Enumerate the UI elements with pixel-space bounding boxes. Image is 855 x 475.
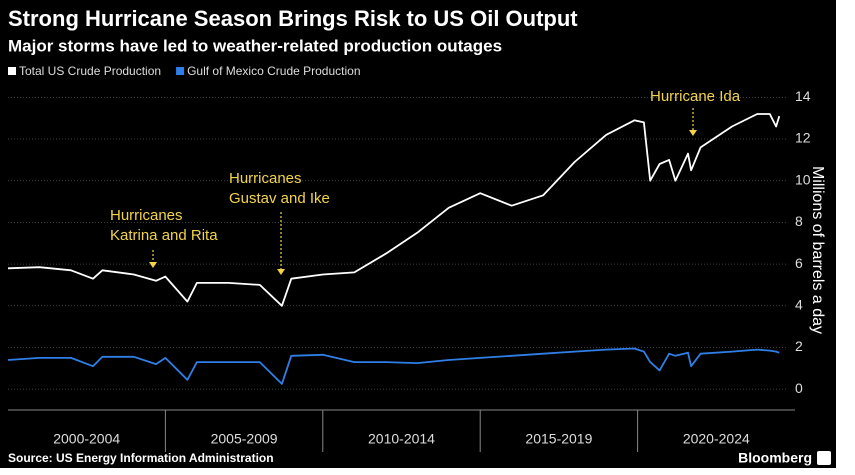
background — [0, 0, 836, 468]
legend-label: Gulf of Mexico Crude Production — [187, 64, 360, 78]
annotation: Hurricanes — [110, 207, 183, 224]
legend-label: Total US Crude Production — [19, 64, 161, 78]
x-period-label: 2010-2014 — [368, 431, 435, 447]
source: Source: US Energy Information Administra… — [8, 451, 274, 465]
brand: Bloomberg — [738, 450, 812, 466]
annotation: Hurricanes — [229, 170, 302, 187]
annotation-arrowhead — [689, 130, 697, 136]
y-tick-label: 8 — [795, 213, 803, 229]
annotation: Katrina and Rita — [110, 227, 218, 244]
annotation-arrowhead — [277, 269, 285, 275]
brand-icon — [817, 451, 831, 465]
chart-subtitle: Major storms have led to weather-related… — [8, 36, 502, 55]
legend-swatch — [8, 67, 16, 75]
y-tick-label: 2 — [795, 338, 803, 354]
y-tick-label: 4 — [795, 296, 803, 312]
x-period-label: 2020-2024 — [683, 431, 750, 447]
series-line — [7, 113, 781, 307]
annotation: Gustav and Ike — [229, 190, 330, 207]
y-tick-label: 14 — [795, 88, 811, 104]
y-axis-label: Millions of barrels a day — [809, 166, 826, 334]
x-period-label: 2000-2004 — [53, 431, 120, 447]
y-tick-label: 6 — [795, 255, 803, 271]
y-tick-label: 10 — [795, 171, 811, 187]
annotation: Hurricane Ida — [650, 88, 741, 105]
annotation-arrowhead — [149, 262, 157, 268]
legend-swatch — [176, 67, 185, 75]
y-tick-label: 0 — [795, 380, 803, 396]
x-period-label: 2015-2019 — [525, 431, 592, 447]
chart-title: Strong Hurricane Season Brings Risk to U… — [8, 6, 578, 31]
y-tick-label: 12 — [795, 130, 811, 146]
series-line — [7, 347, 780, 385]
x-period-label: 2005-2009 — [211, 431, 278, 447]
